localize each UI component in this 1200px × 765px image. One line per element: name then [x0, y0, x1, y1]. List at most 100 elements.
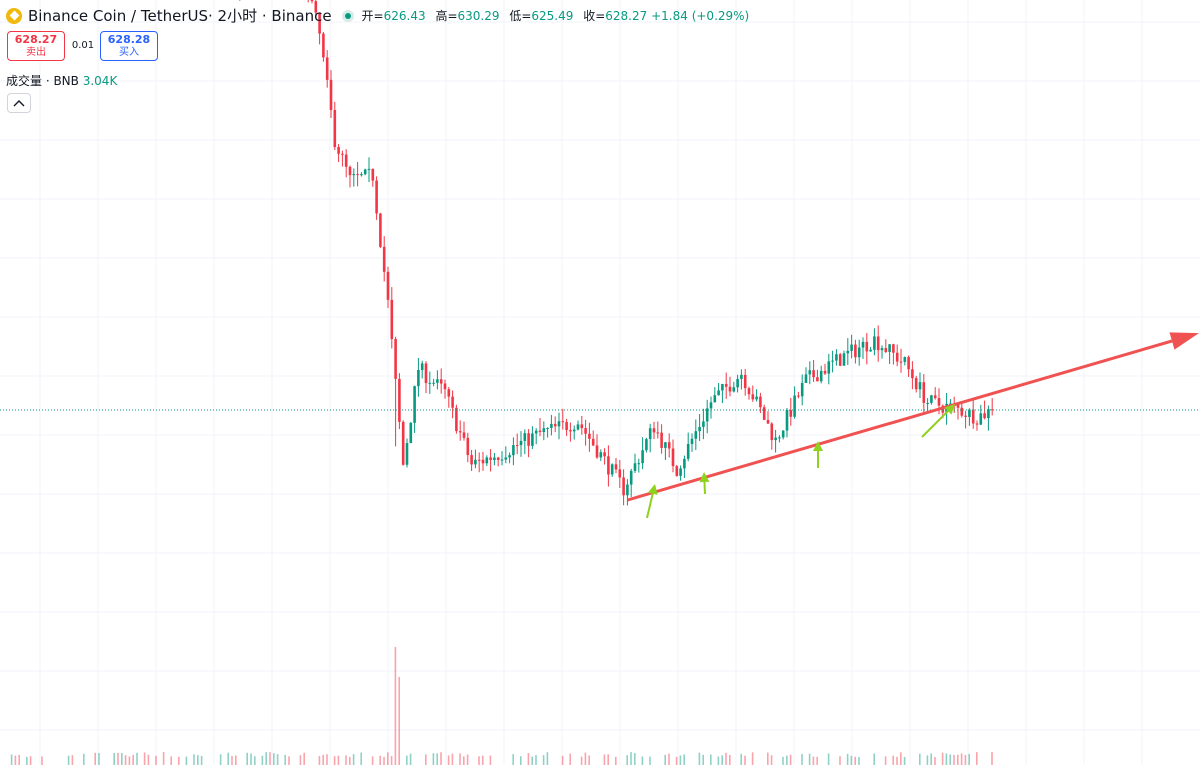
symbol-name[interactable]: Binance Coin [28, 7, 127, 25]
candle-body [766, 419, 770, 424]
candle-body [352, 174, 356, 176]
volume-bar [846, 753, 849, 765]
volume-bar [930, 753, 932, 765]
volume-bar [945, 753, 948, 765]
candle-body [531, 433, 534, 446]
chevron-up-icon [13, 100, 25, 107]
candle-body [816, 377, 819, 382]
volume-bar [607, 754, 609, 765]
volume-bar [801, 753, 803, 765]
candle-body [660, 432, 663, 448]
candle-body [964, 415, 967, 417]
candle-body [968, 409, 971, 417]
candle-body [819, 370, 823, 382]
candle-body [360, 174, 363, 176]
volume-bar [326, 754, 328, 765]
candle-body [576, 424, 580, 430]
candle-body [892, 344, 895, 353]
interval-label[interactable]: · 2小时 · [208, 7, 267, 25]
candle-body [842, 353, 846, 366]
candle-body [717, 390, 720, 396]
volume-bar [957, 754, 959, 765]
volume-bar [786, 755, 788, 765]
candle-body [481, 459, 485, 464]
candle-body [572, 429, 576, 432]
candle-body [835, 354, 838, 361]
volume-bar [926, 755, 929, 765]
spread-value: 0.01 [71, 40, 95, 51]
volume-bar [117, 752, 119, 765]
candle-body [888, 344, 891, 352]
candle-body [322, 33, 325, 58]
candle-body [907, 357, 910, 370]
volume-bar [219, 754, 222, 765]
candle-body [641, 450, 644, 464]
candle-body [436, 379, 439, 383]
candle-body [975, 423, 979, 425]
candle-body [675, 466, 679, 476]
candle-body [432, 382, 435, 384]
volume-bar [227, 752, 229, 765]
candle-body [702, 421, 705, 427]
candle-body [812, 370, 815, 378]
volume-bar [702, 754, 704, 765]
buy-button[interactable]: 628.28 买入 [100, 31, 158, 61]
volume-bar [884, 756, 887, 765]
sell-label: 卖出 [26, 47, 46, 58]
candle-body [728, 386, 732, 392]
volume-bar [698, 752, 701, 765]
candle-body [508, 455, 511, 458]
candle-body [424, 363, 428, 384]
volume-bar [425, 754, 427, 765]
candle-body [382, 246, 386, 272]
candle-body [785, 410, 789, 431]
candle-body [553, 423, 557, 427]
quote-name[interactable]: TetherUS [140, 7, 208, 25]
candle-body [895, 352, 899, 362]
collapse-legend-button[interactable] [7, 93, 31, 113]
candle-body [371, 168, 375, 181]
candle-body [724, 383, 728, 387]
volume-bar [941, 752, 944, 765]
candle-body [439, 379, 443, 384]
candle-body [409, 422, 413, 444]
candle-body [857, 347, 861, 358]
candle-body [926, 402, 929, 404]
volume-bar [725, 752, 727, 765]
exchange-name[interactable]: Binance [271, 7, 332, 25]
volume-bar [29, 756, 32, 765]
candle-body [584, 428, 587, 434]
candle-body [679, 468, 682, 476]
candle-body [451, 396, 454, 408]
volume-bar [584, 752, 587, 765]
volume-bar [839, 756, 841, 765]
volume-bar [976, 752, 978, 765]
support-arrow-2-head [699, 472, 710, 483]
candle-body [550, 423, 553, 428]
sell-button[interactable]: 628.27 卖出 [7, 31, 65, 61]
candle-body [683, 458, 686, 469]
volume-bar [447, 755, 450, 765]
candle-body [599, 452, 603, 458]
volume-bar [352, 754, 355, 765]
volume-bar [520, 756, 522, 765]
candle-body [759, 396, 762, 408]
volume-bar [231, 755, 233, 765]
candle-body [709, 402, 713, 409]
low-label: 低= [509, 9, 532, 23]
symbol-title[interactable]: Binance Coin / TetherUS· 2小时 · Binance [28, 5, 332, 26]
volume-bar [436, 753, 438, 765]
candle-body [797, 395, 800, 397]
volume-bar [200, 755, 203, 765]
candle-body [656, 432, 660, 434]
candle-body [405, 443, 409, 465]
volume-legend[interactable]: 成交量 · BNB 3.04K [6, 72, 117, 89]
volume-bar [128, 756, 131, 765]
volume-bar [816, 756, 818, 765]
candle-body [911, 369, 914, 379]
volume-bar [322, 754, 324, 765]
candle-body [420, 363, 424, 370]
candle-body [914, 378, 918, 390]
candle-body [523, 433, 527, 441]
